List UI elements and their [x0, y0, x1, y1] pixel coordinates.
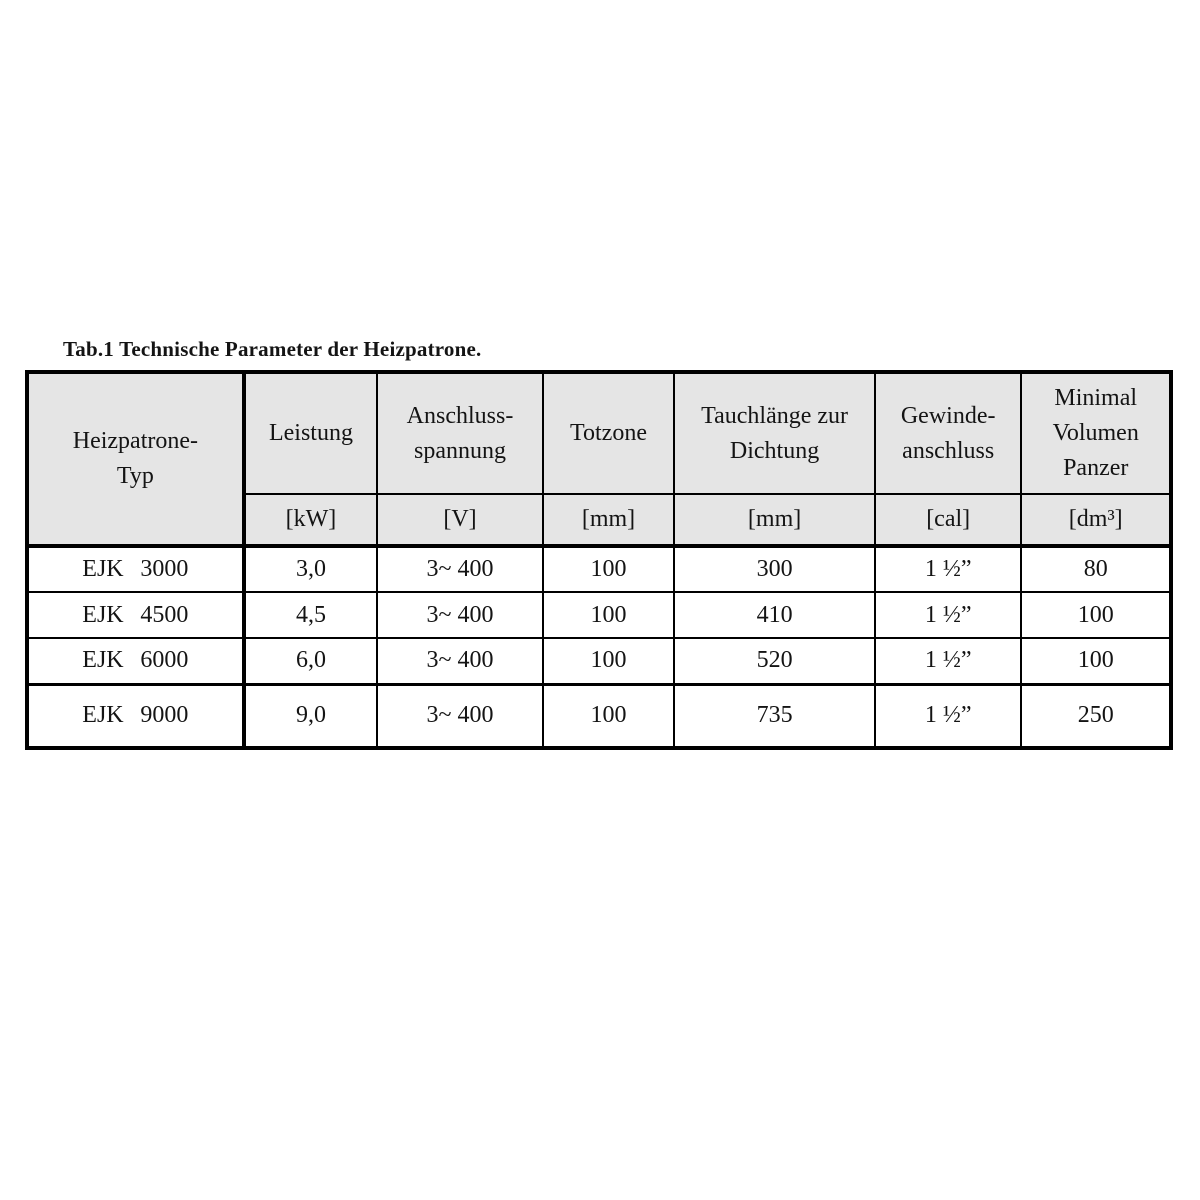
cell-spannung: 3~ 400 — [376, 545, 544, 593]
col-header-anschlussspannung: Anschluss- spannung — [376, 371, 544, 495]
unit-tauchlaenge: [mm] — [673, 493, 876, 548]
cell-type: EJK 6000 — [26, 637, 246, 685]
col-header-heizpatrone-typ: Heizpatrone- Typ — [26, 371, 246, 548]
cell-volumen: 80 — [1020, 545, 1172, 593]
cell-tauchlaenge: 520 — [673, 637, 876, 685]
unit-minimal-volumen: [dm³] — [1020, 493, 1172, 548]
cell-totzone: 100 — [541, 637, 676, 685]
cell-spannung: 3~ 400 — [376, 682, 544, 749]
table-row-ejk-6000: EJK 6000 6,0 3~ 400 100 520 1 ½” 100 — [26, 637, 1172, 685]
cell-volumen: 100 — [1020, 637, 1172, 685]
cell-tauchlaenge: 410 — [673, 591, 876, 639]
cell-leistung: 4,5 — [242, 591, 379, 639]
cell-type: EJK 4500 — [26, 591, 246, 639]
cell-leistung: 6,0 — [242, 637, 379, 685]
unit-gewindeanschluss: [cal] — [873, 493, 1023, 548]
cell-tauchlaenge: 300 — [673, 545, 876, 593]
cell-gewinde: 1 ½” — [873, 682, 1023, 749]
units-row: [kW] [V] [mm] [mm] [cal] [dm³] — [27, 493, 1172, 548]
unit-totzone: [mm] — [541, 493, 676, 548]
col-header-tauchlaenge: Tauchlänge zur Dichtung — [673, 371, 876, 495]
cell-gewinde: 1 ½” — [873, 637, 1023, 685]
unit-leistung: [kW] — [242, 493, 379, 548]
parameters-table: Heizpatrone- Typ Leistung Anschluss- spa… — [25, 370, 1173, 750]
header-row: Heizpatrone- Typ Leistung Anschluss- spa… — [26, 371, 1172, 548]
cell-volumen: 100 — [1020, 591, 1172, 639]
col-header-gewindeanschluss: Gewinde- anschluss — [873, 371, 1023, 495]
cell-type: EJK 3000 — [26, 545, 246, 593]
cell-leistung: 3,0 — [242, 545, 379, 593]
cell-gewinde: 1 ½” — [873, 545, 1023, 593]
table-caption: Tab.1 Technische Parameter der Heizpatro… — [63, 337, 482, 361]
table-row-ejk-9000: EJK 9000 9,0 3~ 400 100 735 1 ½” 250 — [26, 682, 1172, 749]
cell-totzone: 100 — [541, 682, 676, 749]
col-header-totzone: Totzone — [541, 371, 676, 495]
unit-anschlussspannung: [V] — [376, 493, 544, 548]
cell-gewinde: 1 ½” — [873, 591, 1023, 639]
cell-totzone: 100 — [541, 591, 676, 639]
cell-leistung: 9,0 — [242, 682, 379, 749]
cell-totzone: 100 — [541, 545, 676, 593]
col-header-minimal-volumen: Minimal Volumen Panzer — [1020, 371, 1172, 495]
cell-type: EJK 9000 — [26, 682, 246, 749]
col-header-leistung: Leistung — [242, 371, 379, 495]
cell-spannung: 3~ 400 — [376, 591, 544, 639]
cell-tauchlaenge: 735 — [673, 682, 876, 749]
table-row-ejk-4500: EJK 4500 4,5 3~ 400 100 410 1 ½” 100 — [26, 591, 1172, 639]
table-row-ejk-3000: EJK 3000 3,0 3~ 400 100 300 1 ½” 80 — [26, 545, 1172, 593]
cell-volumen: 250 — [1020, 682, 1172, 749]
cell-spannung: 3~ 400 — [376, 637, 544, 685]
